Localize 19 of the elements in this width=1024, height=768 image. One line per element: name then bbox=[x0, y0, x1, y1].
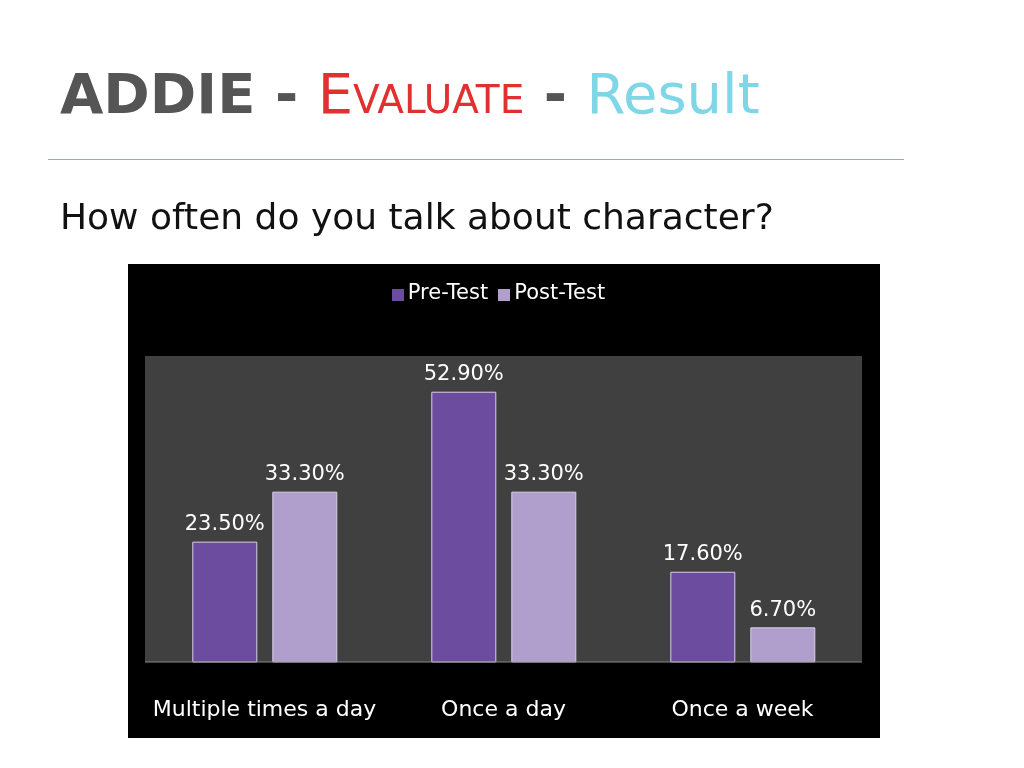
bar bbox=[511, 491, 577, 663]
bar bbox=[670, 571, 736, 663]
bar bbox=[192, 541, 258, 663]
data-label: 33.30% bbox=[503, 461, 584, 486]
data-label: 17.60% bbox=[662, 541, 743, 566]
legend-label: Post-Test bbox=[514, 280, 606, 304]
data-label: 33.30% bbox=[264, 461, 345, 486]
x-tick-label: Multiple times a day bbox=[152, 695, 377, 721]
chart-subtitle: How often do you talk about character? bbox=[60, 196, 774, 237]
chart-title: ADDIE - Evaluate - Result bbox=[60, 61, 760, 126]
data-label: 6.70% bbox=[749, 596, 817, 621]
x-tick-label: Once a week bbox=[671, 695, 814, 721]
x-tick-label: Once a day bbox=[441, 695, 566, 721]
legend-label: Pre-Test bbox=[407, 280, 489, 304]
bar bbox=[431, 391, 497, 663]
data-label: 52.90% bbox=[423, 361, 504, 386]
bar bbox=[272, 491, 338, 663]
bar bbox=[750, 627, 816, 663]
data-label: 23.50% bbox=[184, 511, 265, 536]
